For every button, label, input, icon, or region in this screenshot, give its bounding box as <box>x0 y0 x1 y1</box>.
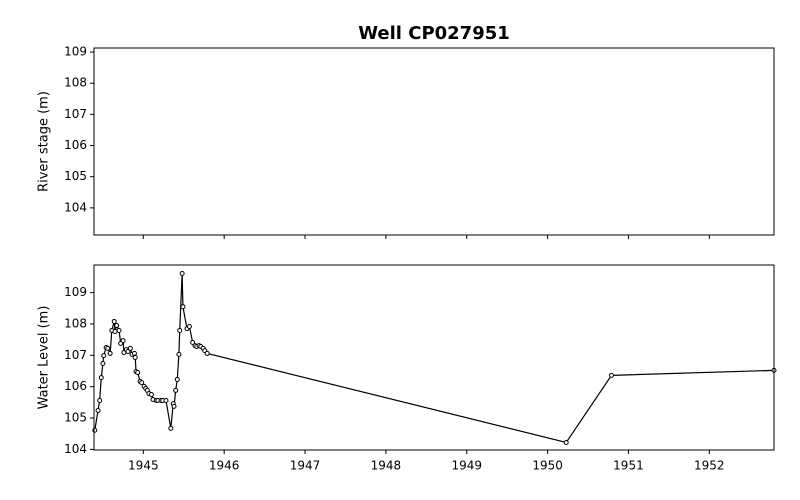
axes-frame <box>93 47 775 236</box>
x-tick-label: 1946 <box>209 459 240 473</box>
data-point <box>107 350 113 356</box>
data-point <box>148 392 154 397</box>
data-point <box>98 375 104 381</box>
data-point <box>168 425 174 431</box>
y-tick-label: 106 <box>64 379 87 393</box>
data-point <box>173 387 179 393</box>
data-point <box>563 439 569 445</box>
data-point <box>92 427 98 433</box>
x-tick-label: 1952 <box>694 459 725 473</box>
x-tick-label: 1949 <box>451 459 482 473</box>
data-point <box>131 350 137 356</box>
y-tick-label: 107 <box>64 348 87 362</box>
data-point <box>204 350 210 356</box>
y-tick-label: 109 <box>64 45 87 59</box>
data-point <box>120 338 126 344</box>
data-point <box>97 397 103 403</box>
data-point <box>114 323 120 329</box>
x-tick-label: 1951 <box>613 459 644 473</box>
y-tick-label: 105 <box>64 169 87 183</box>
data-point <box>116 328 122 334</box>
y-tick-label: 107 <box>64 107 87 121</box>
data-point <box>179 270 185 276</box>
data-point <box>127 345 133 351</box>
y-tick-label: 106 <box>64 138 87 152</box>
data-point <box>176 351 182 357</box>
y-tick-label: 109 <box>64 285 87 299</box>
data-point <box>101 353 107 359</box>
data-point <box>135 370 141 376</box>
data-point <box>190 339 196 345</box>
chart-title: Well CP027951 <box>358 23 510 44</box>
axes-frame <box>93 264 775 451</box>
data-point <box>608 372 614 378</box>
y-tick-label: 105 <box>64 411 87 425</box>
data-point <box>95 407 101 413</box>
data-point <box>105 345 111 351</box>
data-point <box>186 323 192 329</box>
x-tick-label: 1948 <box>371 459 402 473</box>
data-point <box>177 328 183 334</box>
data-point <box>171 403 177 409</box>
data-point <box>163 397 169 403</box>
data-point <box>100 360 106 366</box>
plot-area <box>92 270 777 445</box>
series-line <box>94 273 775 444</box>
x-tick-label: 1945 <box>128 459 159 473</box>
data-point <box>111 318 117 324</box>
y-tick-label: 108 <box>64 76 87 90</box>
data-point <box>174 376 180 382</box>
data-point <box>125 349 131 355</box>
x-tick-label: 1947 <box>290 459 321 473</box>
y-axis-label: River stage (m) <box>37 91 52 192</box>
y-axis-label: Water Level (m) <box>37 306 52 410</box>
y-tick-label: 104 <box>64 200 87 214</box>
data-point <box>112 328 118 334</box>
data-point <box>139 380 145 386</box>
y-tick-label: 104 <box>64 442 87 456</box>
data-point <box>180 304 186 310</box>
x-tick-label: 1950 <box>532 459 563 473</box>
data-point <box>132 355 138 360</box>
y-tick-label: 108 <box>64 316 87 330</box>
